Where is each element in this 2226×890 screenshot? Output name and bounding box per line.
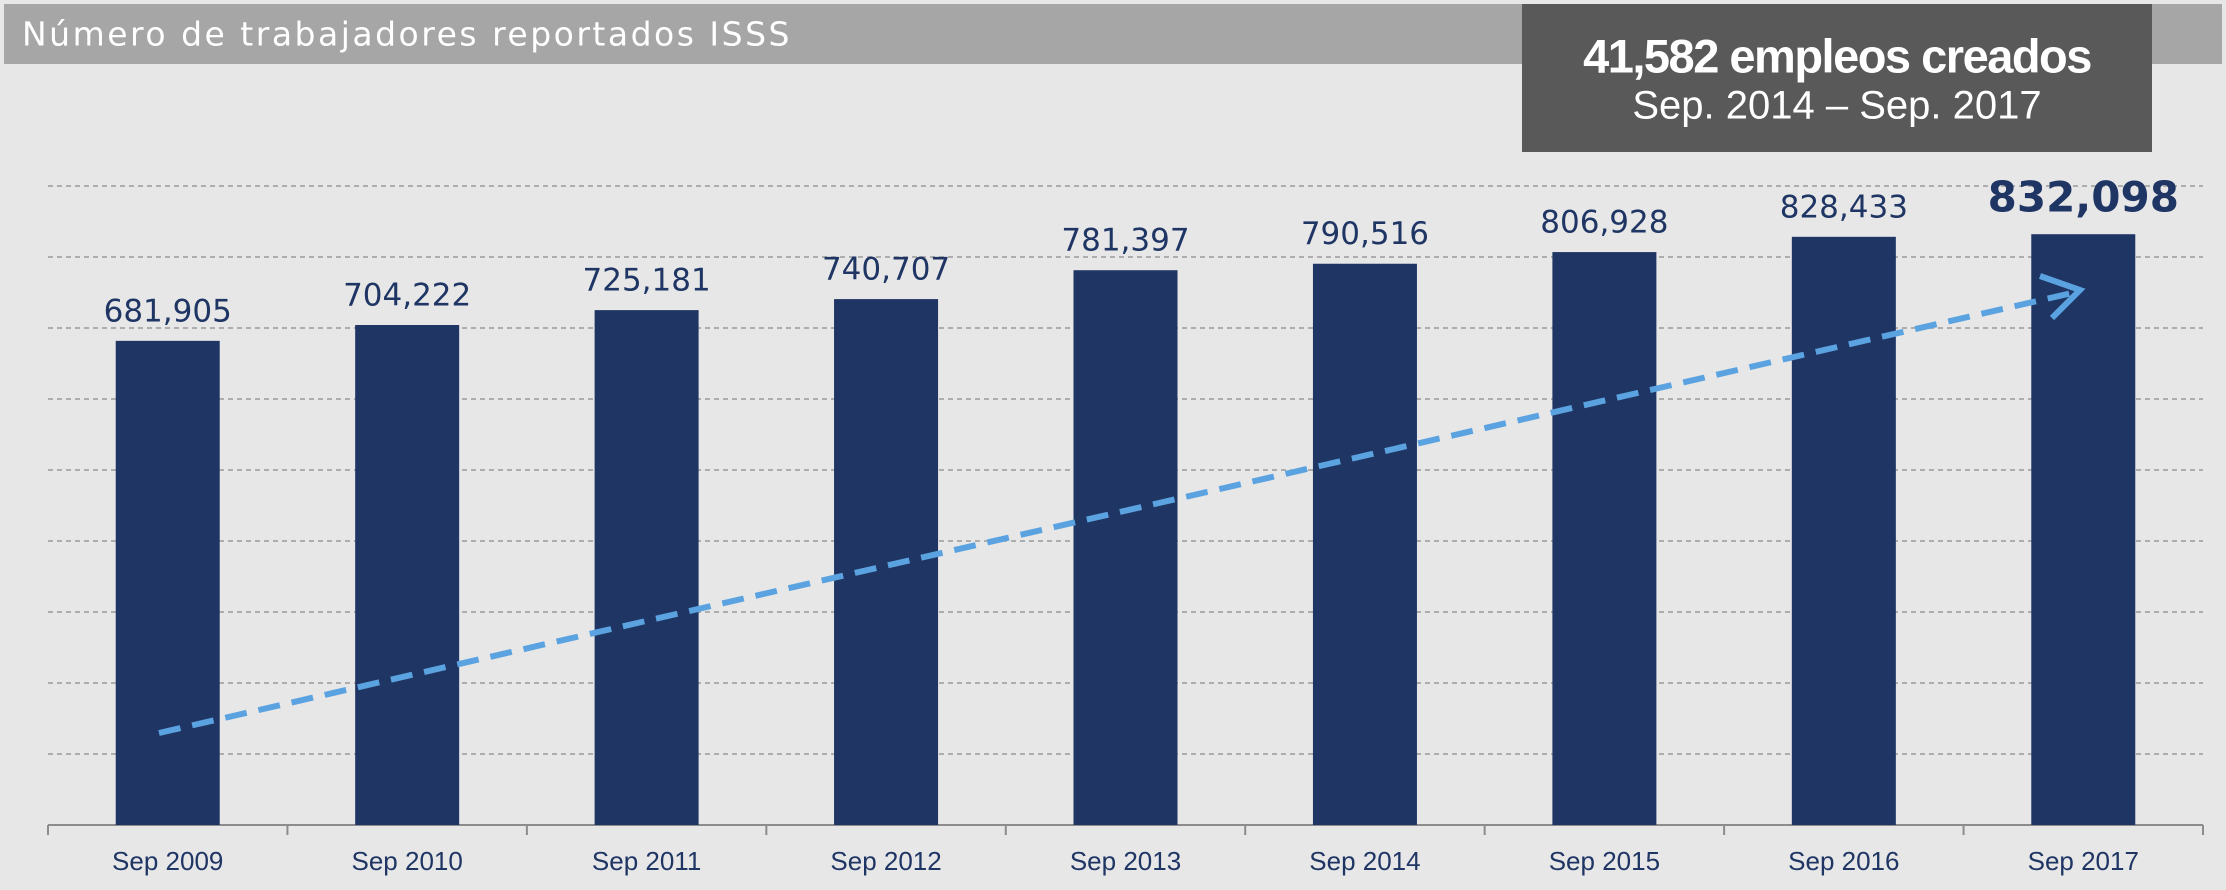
x-tick-label: Sep 2010	[352, 846, 463, 876]
trend-arrow	[158, 273, 2086, 736]
trend-line	[158, 290, 2073, 736]
x-tick-label: Sep 2011	[592, 846, 701, 876]
value-label: 790,516	[1301, 216, 1429, 252]
x-tick-label: Sep 2017	[2028, 846, 2139, 876]
annotation-box	[1522, 4, 2152, 152]
x-tick-label: Sep 2016	[1788, 846, 1899, 876]
x-tick-label: Sep 2013	[1070, 846, 1181, 876]
value-label: 806,928	[1540, 205, 1668, 241]
bar	[115, 340, 220, 825]
value-label: 740,707	[822, 252, 950, 288]
plot: Sep 2009 681,905 Sep 2010 704,222 Sep 2011 72…	[47, 173, 2204, 876]
value-label: 828,433	[1780, 189, 1908, 225]
bar	[2031, 234, 2136, 825]
chart-title: Número de trabajadores reportados ISSS	[22, 15, 792, 54]
bar	[1073, 270, 1178, 825]
value-label: 704,222	[343, 278, 471, 314]
bar	[594, 310, 699, 826]
value-label: 725,181	[583, 263, 711, 299]
value-label: 832,098	[1988, 173, 2179, 222]
bar	[1791, 236, 1896, 826]
value-label: 781,397	[1061, 223, 1189, 259]
x-tick-label: Sep 2009	[112, 846, 223, 876]
x-tick-label: Sep 2012	[830, 846, 941, 876]
x-tick-label: Sep 2015	[1549, 846, 1660, 876]
arrow-head	[2039, 273, 2086, 321]
bar	[834, 299, 939, 825]
bar	[355, 325, 460, 825]
annotation-period: Sep. 2014 – Sep. 2017	[1632, 84, 2041, 128]
annotation-headline: 41,582 empleos creados	[1583, 29, 2091, 82]
bar	[1312, 263, 1417, 825]
value-label: 681,905	[104, 293, 232, 329]
x-tick-label: Sep 2014	[1309, 846, 1420, 876]
bar	[1552, 252, 1657, 825]
